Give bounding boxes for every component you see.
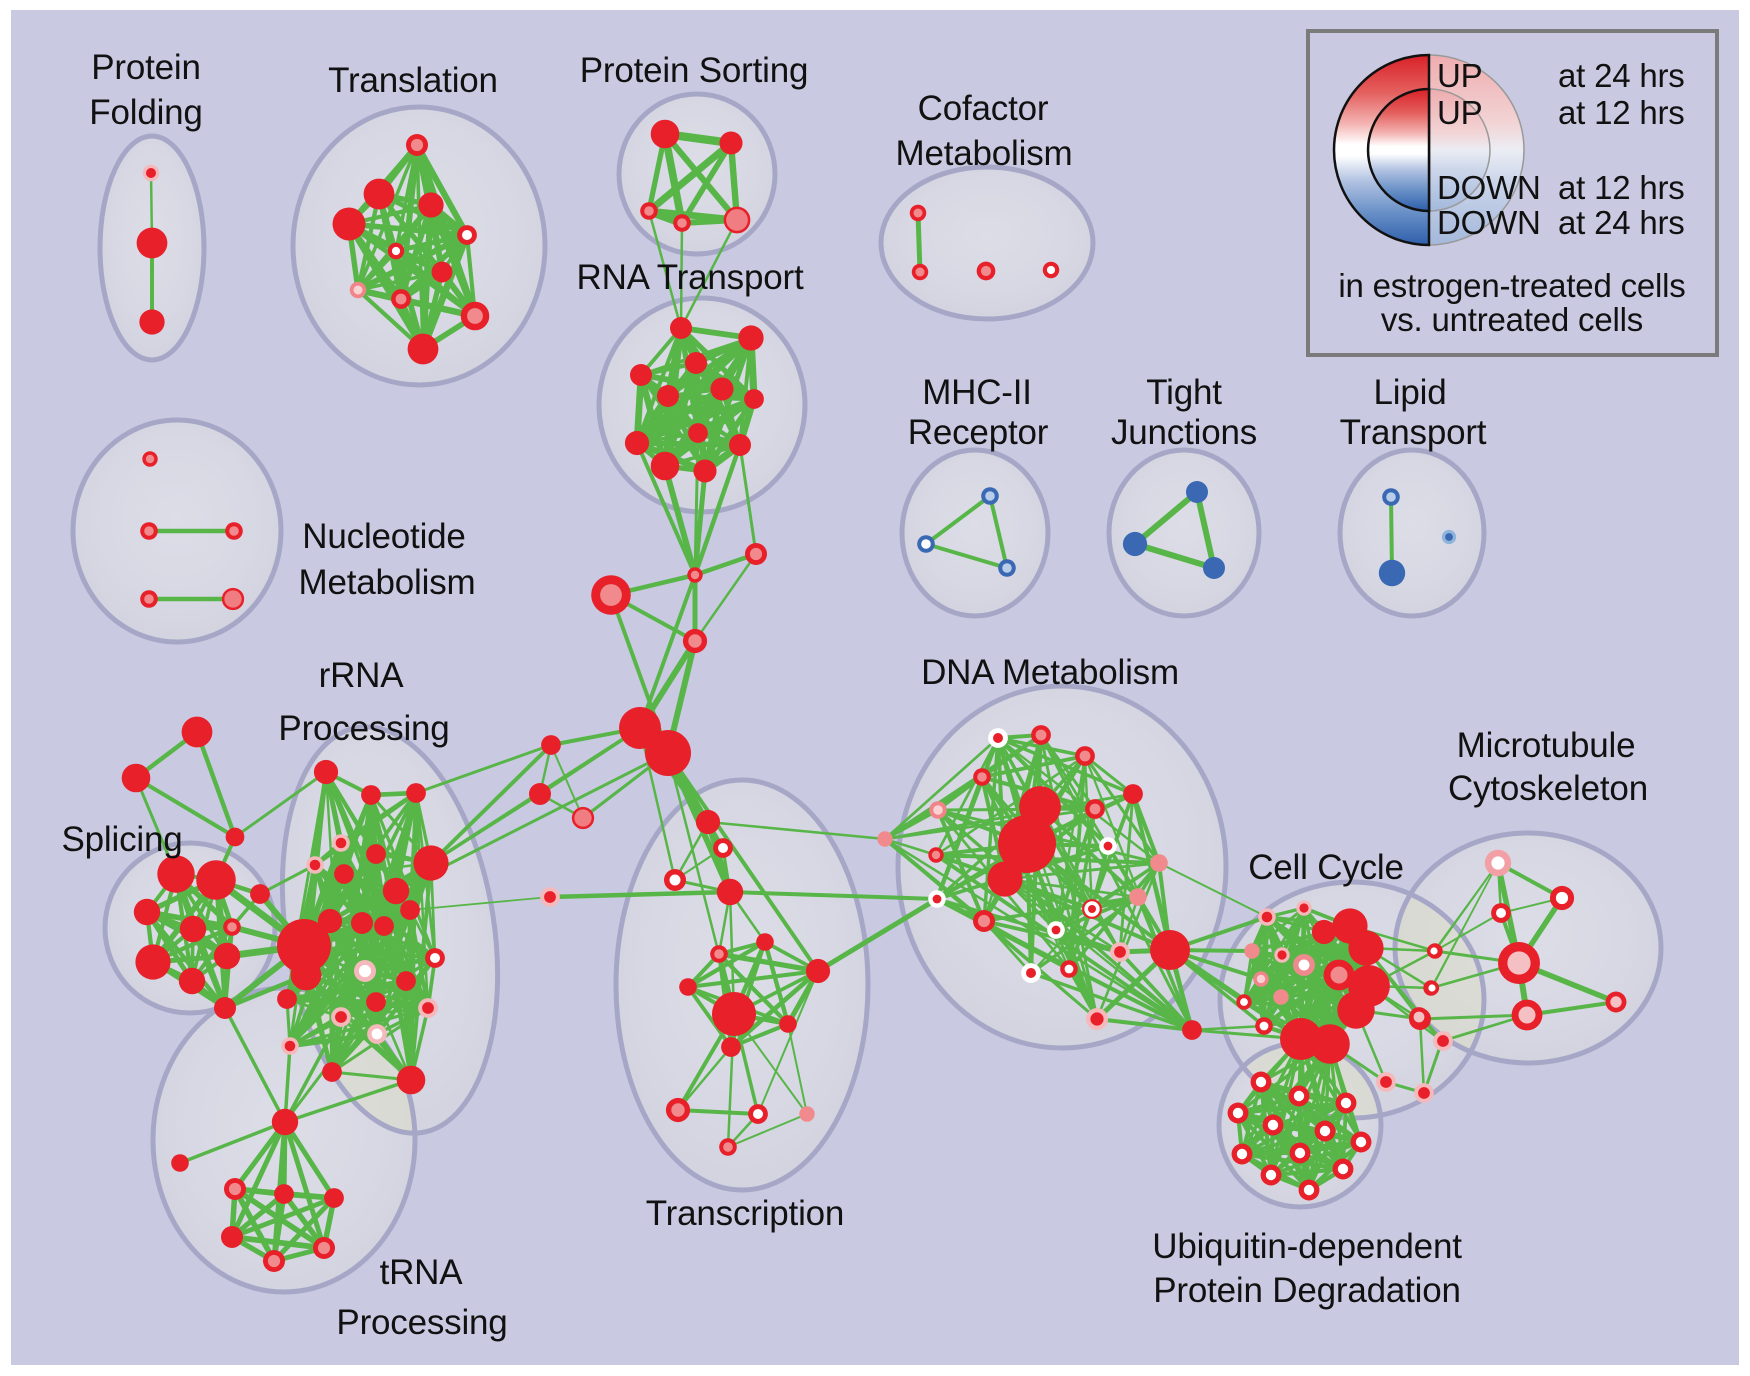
svg-text:DOWN: DOWN	[1437, 169, 1541, 206]
svg-text:Splicing: Splicing	[62, 820, 183, 859]
svg-text:UP: UP	[1437, 94, 1482, 131]
svg-text:tRNA: tRNA	[380, 1253, 464, 1292]
svg-text:at 12 hrs: at 12 hrs	[1558, 94, 1685, 131]
svg-text:Transport: Transport	[1340, 413, 1487, 452]
svg-text:UP: UP	[1437, 57, 1482, 94]
svg-text:vs. untreated cells: vs. untreated cells	[1381, 301, 1643, 338]
svg-text:DOWN: DOWN	[1437, 204, 1541, 241]
svg-text:Cell Cycle: Cell Cycle	[1248, 848, 1404, 887]
svg-text:Metabolism: Metabolism	[299, 563, 476, 602]
svg-text:Protein: Protein	[91, 48, 201, 87]
svg-text:at 24 hrs: at 24 hrs	[1558, 57, 1685, 94]
svg-text:Nucleotide: Nucleotide	[302, 517, 465, 556]
svg-text:at 12 hrs: at 12 hrs	[1558, 169, 1685, 206]
svg-text:Tight: Tight	[1146, 373, 1222, 412]
svg-text:Folding: Folding	[89, 93, 202, 132]
svg-text:Junctions: Junctions	[1111, 413, 1257, 452]
svg-text:at 24 hrs: at 24 hrs	[1558, 204, 1685, 241]
svg-text:DNA Metabolism: DNA Metabolism	[921, 653, 1179, 692]
svg-text:Receptor: Receptor	[908, 413, 1049, 452]
svg-text:MHC-II: MHC-II	[922, 373, 1032, 412]
svg-text:Cofactor: Cofactor	[918, 89, 1049, 128]
svg-text:rRNA: rRNA	[319, 656, 405, 695]
svg-text:Protein Degradation: Protein Degradation	[1153, 1271, 1461, 1310]
svg-text:in estrogen-treated cells: in estrogen-treated cells	[1338, 267, 1685, 304]
svg-text:Microtubule: Microtubule	[1457, 726, 1636, 765]
svg-text:Processing: Processing	[278, 709, 449, 748]
svg-text:Cytoskeleton: Cytoskeleton	[1448, 769, 1648, 808]
svg-text:Transcription: Transcription	[646, 1194, 844, 1233]
svg-text:Translation: Translation	[328, 61, 498, 100]
svg-text:Ubiquitin-dependent: Ubiquitin-dependent	[1152, 1227, 1462, 1266]
svg-text:RNA Transport: RNA Transport	[577, 258, 804, 297]
svg-text:Protein Sorting: Protein Sorting	[580, 51, 809, 90]
svg-text:Metabolism: Metabolism	[896, 134, 1073, 173]
svg-text:Lipid: Lipid	[1374, 373, 1447, 412]
svg-text:Processing: Processing	[336, 1303, 507, 1342]
